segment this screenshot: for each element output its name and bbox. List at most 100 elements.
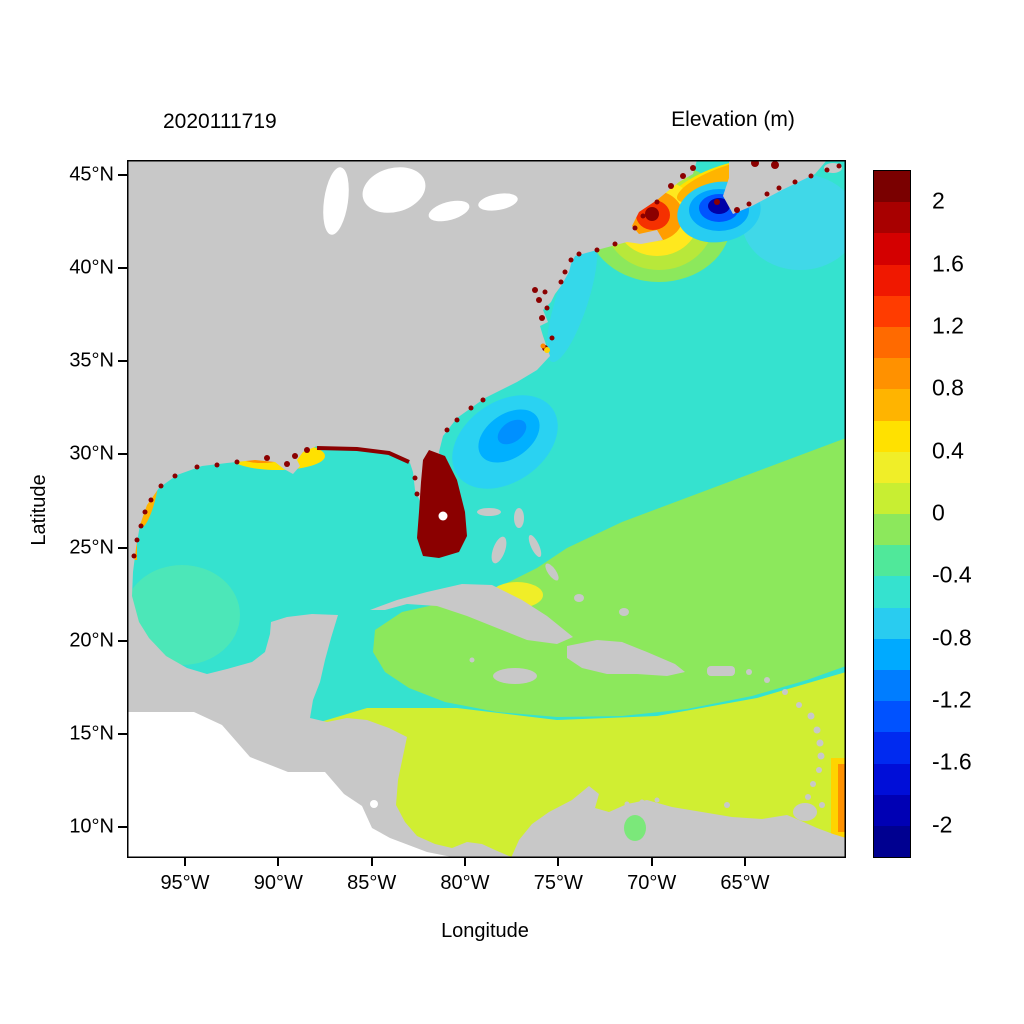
colorbar-band bbox=[874, 732, 910, 764]
y-tick-label: 40°N bbox=[69, 256, 114, 279]
colorbar-band bbox=[874, 701, 910, 733]
colorbar-tick-label: 1.2 bbox=[932, 312, 964, 339]
green-band-region bbox=[373, 438, 846, 717]
colorbar-band bbox=[874, 295, 910, 327]
northeast-cyan-region bbox=[742, 174, 846, 270]
x-tick-mark bbox=[557, 858, 560, 866]
carolina-offshore-low bbox=[452, 395, 558, 489]
colorbar-tick-label: -0.8 bbox=[932, 624, 972, 651]
out-of-domain-layer bbox=[127, 167, 518, 858]
colorbar-band bbox=[874, 233, 910, 265]
south-america-land bbox=[511, 786, 846, 858]
nova-scotia-land bbox=[723, 160, 827, 214]
y-tick-mark bbox=[118, 267, 127, 270]
y-tick-mark bbox=[118, 174, 127, 176]
y-tick-mark bbox=[118, 732, 127, 735]
plot-border bbox=[127, 160, 846, 858]
great-lakes bbox=[323, 167, 518, 235]
hispaniola-island bbox=[567, 640, 685, 676]
y-tick-label: 10°N bbox=[69, 815, 114, 838]
colorbar-band bbox=[874, 326, 910, 359]
colorbar-band bbox=[874, 482, 910, 515]
lesser-antilles-islands bbox=[469, 657, 825, 821]
colorbar-band bbox=[874, 514, 910, 546]
colorbar-band bbox=[874, 763, 910, 795]
y-tick-mark bbox=[118, 825, 127, 828]
x-tick-mark bbox=[370, 858, 373, 866]
colorbar-band bbox=[874, 358, 910, 390]
coastal-high-speckles bbox=[131, 160, 842, 559]
colorbar-band bbox=[874, 264, 910, 296]
colorbar-tick-label: -1.6 bbox=[932, 748, 972, 775]
pacific-out-of-domain bbox=[127, 712, 457, 858]
plot-timestamp-title: 2020111719 bbox=[163, 110, 277, 133]
colorbar-band bbox=[874, 607, 910, 639]
north-america-land bbox=[127, 160, 697, 858]
x-tick-label: 95°W bbox=[160, 872, 210, 894]
land-layer bbox=[127, 160, 846, 858]
y-tick-label: 45°N bbox=[69, 163, 114, 186]
x-tick-mark bbox=[277, 858, 280, 866]
colorbar-tick-label: 0.4 bbox=[932, 437, 964, 464]
colorbar-band bbox=[874, 389, 910, 421]
x-axis-label: Longitude bbox=[441, 920, 529, 942]
y-tick-label: 15°N bbox=[69, 722, 114, 745]
southeast-edge-high bbox=[831, 758, 846, 838]
y-tick-mark bbox=[118, 639, 127, 642]
x-tick-mark bbox=[743, 858, 746, 866]
y-tick-mark bbox=[118, 546, 127, 549]
map-plot-area bbox=[127, 160, 846, 858]
pamlico-yellow-spot bbox=[544, 347, 550, 353]
midatlantic-cyan-strip bbox=[546, 237, 598, 363]
y-tick-mark bbox=[118, 453, 127, 456]
yellow-green-band-region bbox=[277, 672, 846, 858]
cuba-island bbox=[370, 584, 573, 644]
colorbar-band bbox=[874, 825, 910, 858]
x-tick-label: 70°W bbox=[627, 872, 677, 894]
colorbar-band bbox=[874, 545, 910, 577]
colorbar-band bbox=[874, 202, 910, 234]
y-tick-label: 30°N bbox=[69, 442, 114, 465]
colorbar-tick-label: 2 bbox=[932, 187, 945, 214]
x-tick-mark bbox=[184, 858, 186, 866]
colorbar-tick-label: 1.6 bbox=[932, 250, 964, 277]
x-tick-label: 65°W bbox=[720, 872, 770, 894]
colorbar-band bbox=[874, 171, 910, 203]
colorbar-band bbox=[874, 420, 910, 452]
colorbar-band bbox=[874, 576, 910, 608]
x-tick-label: 90°W bbox=[253, 872, 303, 894]
colorbar-tick-label: 0.8 bbox=[932, 374, 964, 401]
bahamas-islands bbox=[477, 508, 629, 616]
colorbar bbox=[873, 170, 911, 858]
south-florida-high bbox=[417, 450, 467, 558]
campeche-green-region bbox=[127, 565, 240, 665]
y-tick-mark bbox=[118, 360, 127, 363]
coastal-highs-layer bbox=[131, 160, 842, 841]
colorbar-band bbox=[874, 638, 910, 670]
colorbar-tick-label: -2 bbox=[932, 811, 953, 838]
y-tick-label: 35°N bbox=[69, 349, 114, 372]
y-tick-label: 25°N bbox=[69, 536, 114, 559]
colorbar-band bbox=[874, 451, 910, 483]
pamlico-orange-spot bbox=[540, 343, 546, 349]
jamaica-island bbox=[493, 668, 537, 684]
maracaibo-lake-green bbox=[624, 815, 646, 841]
colorbar-band bbox=[874, 794, 910, 826]
x-tick-mark bbox=[650, 858, 653, 866]
colorbar-band bbox=[874, 670, 910, 702]
colorbar-tick-label: 0 bbox=[932, 499, 945, 526]
x-tick-label: 85°W bbox=[347, 872, 397, 894]
panhandle-coastal-high bbox=[316, 446, 410, 464]
y-tick-label: 20°N bbox=[69, 629, 114, 652]
x-tick-label: 80°W bbox=[440, 872, 490, 894]
elevation-map-svg bbox=[127, 160, 846, 858]
puerto-rico-island bbox=[707, 666, 735, 676]
colorbar-title: Elevation (m) bbox=[671, 108, 795, 131]
x-tick-label: 75°W bbox=[533, 872, 583, 894]
lake-nicaragua bbox=[370, 800, 378, 808]
lake-okeechobee bbox=[438, 511, 448, 521]
x-tick-mark bbox=[463, 858, 466, 866]
colorbar-tick-label: -0.4 bbox=[932, 561, 972, 588]
colorbar-tick-label: -1.2 bbox=[932, 686, 972, 713]
